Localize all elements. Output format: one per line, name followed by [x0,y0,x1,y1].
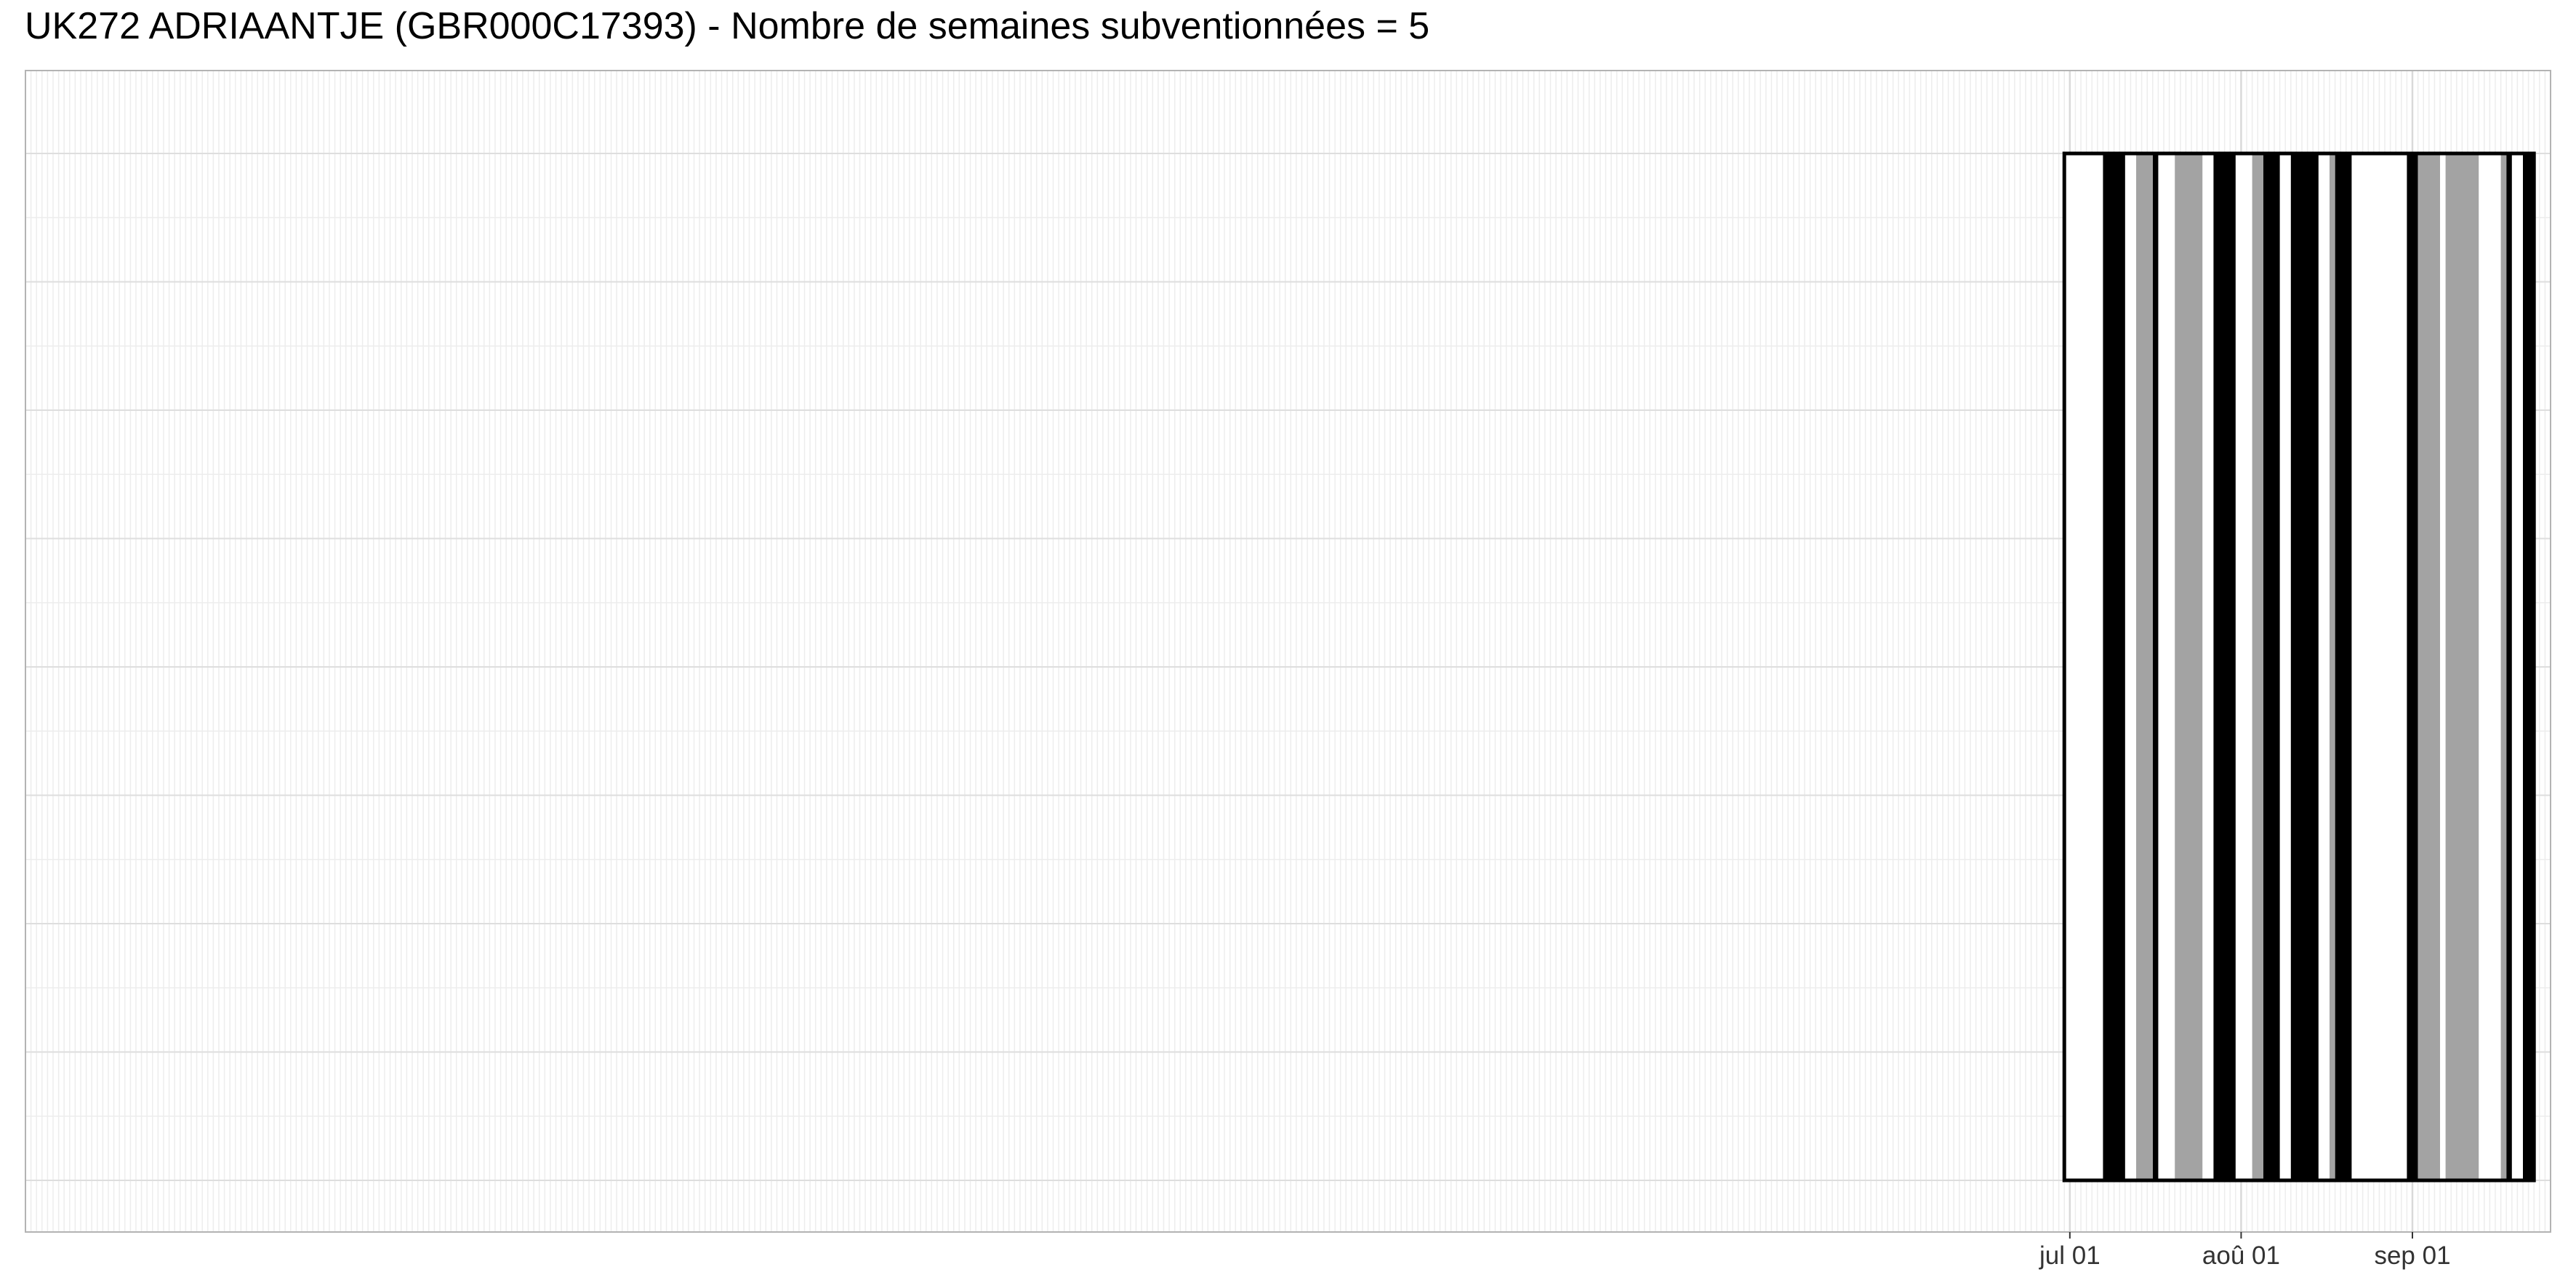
panel-border [25,70,2551,1233]
timeline-bar [2523,153,2535,1180]
timeline-outline [2062,151,2536,1183]
timeline-bar [2136,153,2153,1180]
timeline-bar [2330,153,2335,1180]
timeline-bar [2500,153,2507,1180]
x-axis-tick-label: jul 01 [2039,1241,2100,1270]
timeline-bar [2290,153,2319,1180]
timeline-bar [2506,153,2512,1180]
x-axis-tick-label: sep 01 [2374,1241,2450,1270]
timeline-bar [2407,153,2418,1180]
timeline-bar [2213,153,2236,1180]
timeline-bar [2417,153,2441,1180]
chart-title: UK272 ADRIAANTJE (GBR000C17393) - Nombre… [25,5,1430,47]
timeline-bar [2103,153,2125,1180]
timeline-bars [2064,153,2535,1180]
timeline-bar [2252,153,2263,1180]
timeline-bar [2152,153,2159,1180]
timeline-bar [2445,153,2479,1180]
timeline-frame [2062,151,2536,1183]
timeline-bar [2263,153,2280,1180]
timeline-bar [2175,153,2203,1180]
timeline-bar [2335,153,2352,1180]
x-axis-tick-label: aoû 01 [2202,1241,2280,1270]
x-axis: jul 01 aoû 01 sep 01 [2039,1232,2451,1270]
